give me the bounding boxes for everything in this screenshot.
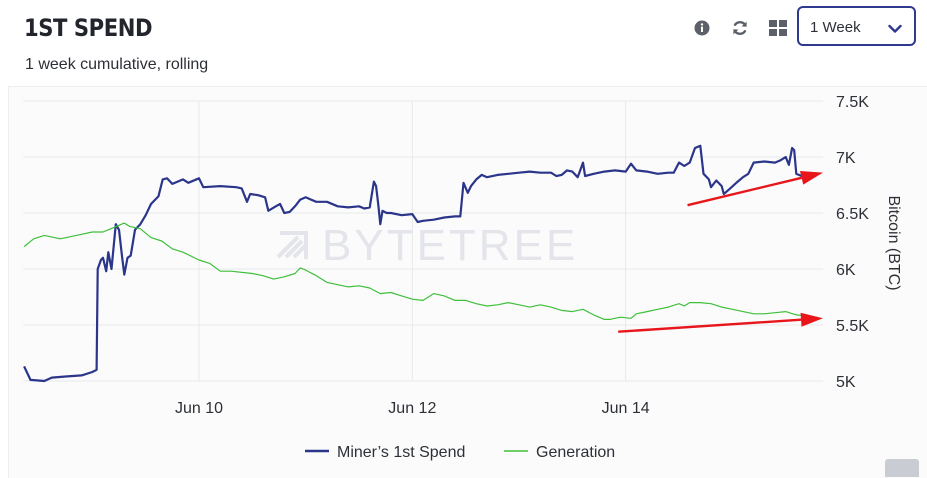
- legend-label: Generation: [536, 444, 615, 461]
- y-tick-label: 6K: [836, 262, 856, 279]
- header: 1ST SPEND 1 week cumulative, rolling 1 W…: [0, 0, 927, 90]
- annotations: [618, 171, 823, 333]
- expand-button[interactable]: [885, 459, 919, 477]
- annotation-arrow-head: [799, 171, 823, 185]
- series: [23, 144, 808, 383]
- annotation-arrow-head: [800, 312, 823, 327]
- y-tick-label: 5.5K: [836, 318, 869, 335]
- series-line-miners-1st-spend: [23, 144, 808, 383]
- watermark-text: BYTETREE: [322, 221, 578, 270]
- grid: [23, 100, 823, 382]
- annotation-arrow-shaft: [687, 176, 802, 207]
- y-axis-ticks: 5K 5.5K 6K 6.5K 7K 7.5K: [836, 94, 869, 391]
- x-tick-label: Jun 14: [602, 400, 650, 417]
- refresh-icon[interactable]: [729, 17, 751, 39]
- x-axis-ticks: Jun 10 Jun 12 Jun 14: [175, 400, 650, 417]
- page-subtitle: 1 week cumulative, rolling: [25, 56, 209, 73]
- time-range-value: 1 Week: [810, 19, 861, 36]
- series-line-generation: [23, 222, 808, 320]
- y-tick-label: 6.5K: [836, 206, 869, 223]
- x-tick-label: Jun 12: [388, 400, 436, 417]
- legend-label: Miner’s 1st Spend: [337, 444, 465, 461]
- annotation-arrow-shaft: [618, 318, 802, 333]
- chevron-down-icon: [888, 21, 902, 39]
- y-tick-label: 7.5K: [836, 94, 869, 111]
- time-range-select[interactable]: 1 Week: [797, 6, 916, 46]
- chart-panel: [8, 86, 927, 478]
- y-axis-label: Bitcoin (BTC): [885, 195, 902, 290]
- y-tick-label: 5K: [836, 374, 856, 391]
- y-tick-label: 7K: [836, 150, 856, 167]
- layout-grid-icon[interactable]: [767, 17, 789, 39]
- page-title: 1ST SPEND: [24, 14, 153, 42]
- watermark: BYTETREE: [276, 221, 578, 270]
- x-tick-label: Jun 10: [175, 400, 223, 417]
- bytetree-logo-icon: [276, 231, 308, 259]
- legend: Miner’s 1st Spend Generation: [305, 444, 615, 461]
- info-icon[interactable]: [691, 17, 713, 39]
